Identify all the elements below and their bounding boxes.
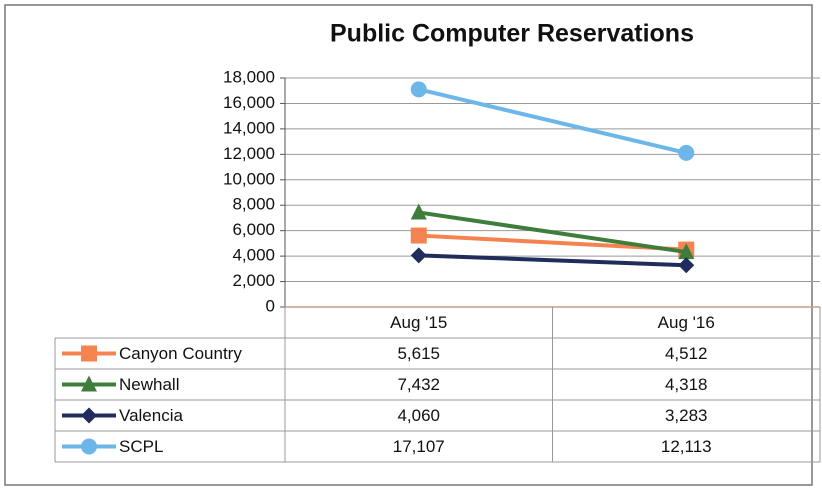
series-line (418, 253, 687, 268)
y-tick-label: 12,000 (223, 144, 275, 163)
series-line (418, 210, 687, 255)
y-tick-label: 16,000 (223, 93, 275, 112)
y-tick-label: 0 (266, 296, 275, 315)
table-value: 5,615 (397, 344, 440, 363)
y-tick-label: 2,000 (232, 271, 275, 290)
marker (410, 227, 427, 244)
table-value: 17,107 (393, 437, 445, 456)
y-tick-label: 8,000 (232, 195, 275, 214)
y-tick-label: 6,000 (232, 220, 275, 239)
chart-title: Public Computer Reservations (330, 20, 694, 48)
series-line (418, 87, 687, 155)
legend-marker (81, 375, 97, 392)
table-value: 7,432 (397, 375, 440, 394)
chart-frame (4, 4, 813, 486)
legend-label: SCPL (119, 437, 163, 456)
marker (678, 243, 695, 260)
legend-marker (81, 438, 97, 455)
y-tick-label: 4,000 (232, 246, 275, 265)
y-tick-label: 18,000 (223, 67, 275, 86)
table-value: 12,113 (661, 437, 712, 456)
marker (678, 257, 695, 274)
table-value: 4,060 (397, 406, 440, 425)
legend-label: Canyon Country (119, 344, 242, 363)
marker (410, 203, 427, 220)
marker (410, 81, 427, 98)
table-value: 4,318 (665, 375, 708, 394)
y-tick-label: 10,000 (223, 169, 275, 188)
x-tick-label: Aug '16 (658, 313, 715, 332)
marker (410, 247, 427, 264)
marker (678, 144, 695, 161)
legend-marker (81, 345, 97, 362)
table-value: 4,512 (665, 344, 708, 363)
legend-label: Newhall (119, 375, 179, 394)
y-tick-label: 14,000 (223, 118, 275, 137)
legend-label: Valencia (119, 406, 183, 425)
x-tick-label: Aug '15 (390, 313, 447, 332)
table-value: 3,283 (665, 406, 708, 425)
legend-marker (81, 407, 97, 424)
